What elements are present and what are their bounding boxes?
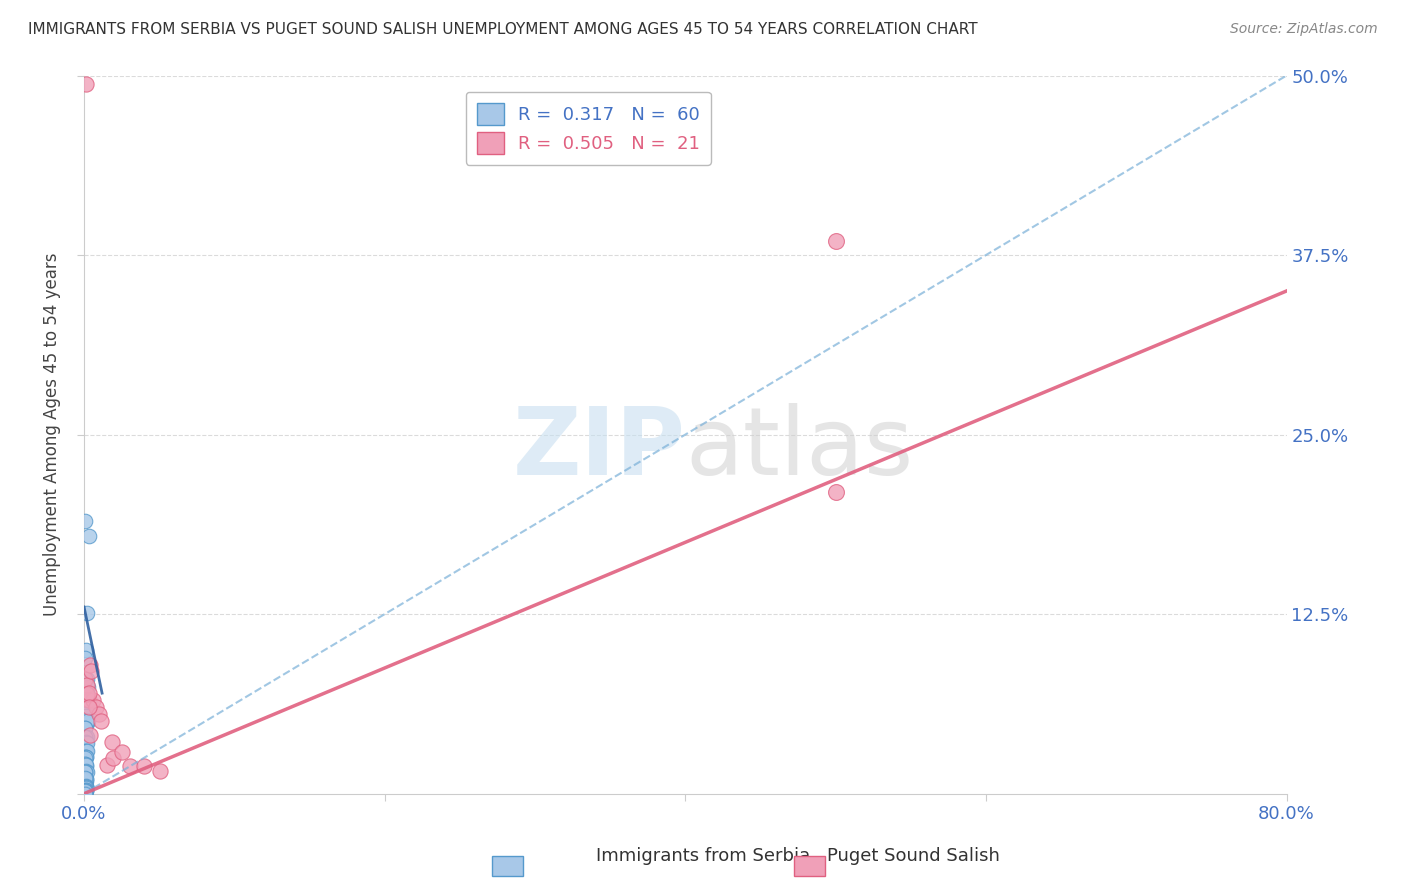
Point [75, 731, 97, 745]
Point [111, 745, 134, 759]
Point [76, 688, 98, 702]
Point [76, 716, 98, 731]
Point [75, 772, 97, 786]
Point [75, 781, 97, 796]
Point [134, 759, 156, 773]
Point [75, 771, 97, 785]
Point [118, 758, 141, 772]
Point [824, 485, 846, 500]
Point [103, 751, 125, 765]
Point [75, 784, 97, 798]
Point [75, 745, 97, 759]
Point [75, 722, 97, 736]
Text: atlas: atlas [685, 403, 914, 495]
Point [75, 773, 97, 788]
Point [77, 693, 100, 707]
Point [76, 606, 98, 620]
Point [77, 700, 100, 714]
Point [90, 714, 112, 728]
Point [79, 728, 101, 742]
Point [824, 234, 846, 248]
Point [75, 784, 97, 798]
Point [76, 714, 98, 729]
Point [75, 751, 97, 765]
Point [75, 783, 97, 797]
Text: Immigrants from Serbia: Immigrants from Serbia [596, 847, 810, 865]
Point [75, 780, 97, 795]
Point [82, 693, 104, 707]
Point [75, 780, 97, 794]
Point [75, 514, 97, 528]
Point [77, 714, 100, 728]
Text: Puget Sound Salish: Puget Sound Salish [828, 847, 1000, 865]
Point [76, 736, 98, 750]
Y-axis label: Unemployment Among Ages 45 to 54 years: Unemployment Among Ages 45 to 54 years [44, 252, 60, 616]
Point [75, 651, 97, 665]
Point [80, 665, 103, 679]
Point [148, 764, 170, 779]
Point [75, 685, 97, 699]
Point [87, 707, 110, 722]
Point [75, 772, 97, 787]
Point [75, 786, 97, 800]
Point [75, 779, 97, 793]
Point [75, 706, 97, 721]
Legend: R =  0.317   N =  60, R =  0.505   N =  21: R = 0.317 N = 60, R = 0.505 N = 21 [465, 92, 711, 165]
Point [75, 744, 97, 758]
Point [79, 657, 101, 672]
Point [75, 643, 97, 657]
Point [75, 780, 97, 794]
Point [76, 730, 98, 744]
Point [75, 783, 97, 797]
Point [75, 757, 97, 772]
Point [75, 773, 97, 788]
Text: IMMIGRANTS FROM SERBIA VS PUGET SOUND SALISH UNEMPLOYMENT AMONG AGES 45 TO 54 YE: IMMIGRANTS FROM SERBIA VS PUGET SOUND SA… [28, 22, 977, 37]
Point [76, 699, 98, 714]
Point [75, 773, 97, 788]
Point [76, 744, 98, 758]
Point [75, 764, 97, 779]
Point [75, 783, 97, 797]
Point [75, 750, 97, 764]
Point [75, 750, 97, 764]
Point [77, 680, 100, 694]
Point [75, 749, 97, 764]
Point [96, 757, 118, 772]
Point [75, 759, 97, 773]
Text: Source: ZipAtlas.com: Source: ZipAtlas.com [1230, 22, 1378, 37]
Point [76, 765, 98, 780]
Point [75, 787, 97, 801]
Point [75, 735, 97, 749]
Point [73, 672, 96, 686]
Point [75, 780, 97, 795]
Point [75, 721, 97, 735]
Point [75, 744, 97, 758]
Point [75, 694, 97, 708]
Point [75, 757, 97, 772]
Point [75, 77, 97, 91]
Point [77, 686, 100, 700]
Point [75, 772, 97, 787]
Point [100, 735, 122, 749]
Point [86, 700, 108, 714]
Point [75, 731, 97, 745]
Point [76, 678, 98, 692]
Point [75, 757, 97, 772]
Point [75, 708, 97, 723]
Point [75, 784, 97, 798]
Point [76, 672, 98, 686]
Text: ZIP: ZIP [512, 403, 685, 495]
Point [75, 780, 97, 795]
Point [75, 765, 97, 780]
Point [75, 765, 97, 780]
Point [77, 529, 100, 543]
